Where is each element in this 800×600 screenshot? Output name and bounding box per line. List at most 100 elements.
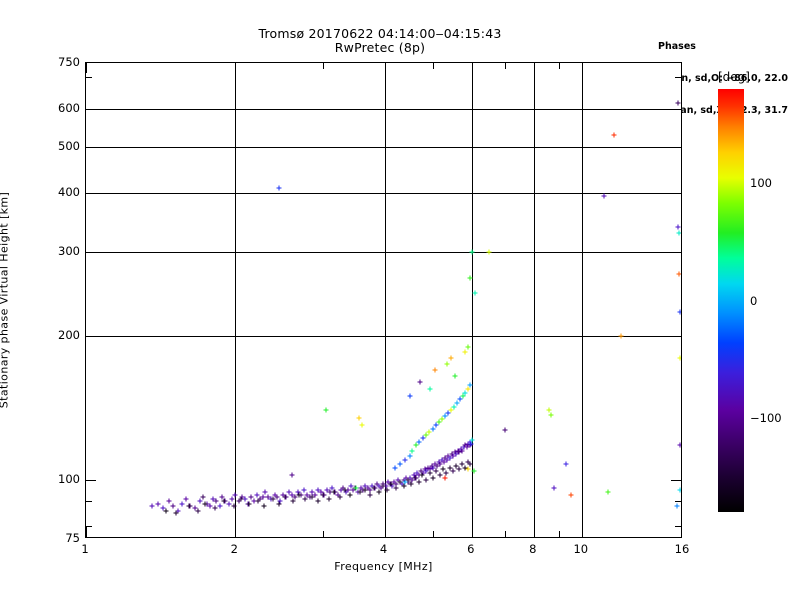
colorbar-tick-label: 100 xyxy=(750,176,772,190)
stats-header: Phases xyxy=(658,41,696,53)
data-point-marker xyxy=(362,483,368,489)
grid-line-horizontal xyxy=(86,146,681,148)
data-point-marker xyxy=(436,419,442,425)
y-tick-label: 200 xyxy=(58,328,80,343)
data-point-marker xyxy=(444,361,450,367)
data-point-marker xyxy=(236,498,241,504)
data-point-marker xyxy=(456,466,462,472)
data-point-marker xyxy=(460,393,466,399)
data-point-marker xyxy=(384,487,390,493)
data-point-marker xyxy=(618,333,624,339)
data-point-marker xyxy=(502,427,508,433)
data-point-marker xyxy=(439,457,445,463)
data-point-marker xyxy=(210,496,216,502)
x-tick-label: 8 xyxy=(529,542,537,556)
data-point-marker xyxy=(219,494,225,500)
data-point-marker xyxy=(248,494,254,500)
data-point-marker xyxy=(462,390,468,396)
data-point-marker xyxy=(674,503,680,509)
x-axis-tick xyxy=(384,63,386,73)
data-point-marker xyxy=(611,132,617,138)
y-axis-tick xyxy=(675,525,681,527)
y-axis-tick xyxy=(86,525,92,527)
data-point-marker xyxy=(445,410,451,416)
data-point-marker xyxy=(465,441,471,447)
data-point-marker xyxy=(407,475,413,480)
data-point-marker xyxy=(315,498,320,504)
data-point-marker xyxy=(407,393,413,399)
data-point-marker xyxy=(459,448,465,454)
data-point-marker xyxy=(380,483,386,489)
x-axis-tick xyxy=(384,527,386,537)
data-point-marker xyxy=(465,386,471,392)
data-point-marker xyxy=(312,492,318,497)
data-point-marker xyxy=(546,407,552,413)
colorbar-gradient xyxy=(718,89,744,512)
data-point-marker xyxy=(238,496,244,502)
data-point-marker xyxy=(456,449,462,455)
data-point-marker xyxy=(408,481,414,487)
data-point-marker xyxy=(453,463,459,468)
data-point-marker xyxy=(290,498,296,504)
data-point-marker xyxy=(422,466,428,472)
data-point-marker xyxy=(335,492,341,497)
data-point-marker xyxy=(432,461,438,467)
data-point-marker xyxy=(440,466,446,472)
y-axis-title: Stationary phase Virtual Height [km] xyxy=(0,191,11,409)
data-point-marker xyxy=(232,492,238,497)
data-point-marker xyxy=(427,470,432,476)
data-point-marker xyxy=(420,435,426,441)
data-point-marker xyxy=(453,451,459,457)
y-axis-tick xyxy=(675,77,681,79)
data-point-marker xyxy=(439,416,445,422)
data-point-marker xyxy=(676,271,681,277)
data-point-marker xyxy=(207,503,213,509)
data-point-marker xyxy=(369,483,375,489)
x-axis-tick xyxy=(533,527,535,537)
data-point-marker xyxy=(289,472,295,478)
data-point-marker xyxy=(257,496,263,502)
data-point-marker xyxy=(272,492,277,497)
data-point-marker xyxy=(242,496,248,502)
data-point-marker xyxy=(416,439,422,445)
data-point-marker xyxy=(605,489,611,495)
data-point-marker xyxy=(442,413,448,419)
plot-area xyxy=(85,62,682,538)
grid-line-vertical xyxy=(384,63,386,537)
grid-line-horizontal xyxy=(86,109,681,111)
data-point-marker xyxy=(420,470,426,476)
y-tick-label: 600 xyxy=(58,101,80,116)
data-point-marker xyxy=(443,470,449,476)
data-point-marker xyxy=(160,505,166,511)
data-point-marker xyxy=(437,461,443,467)
data-point-marker xyxy=(676,230,681,236)
data-point-marker xyxy=(318,489,324,495)
y-axis-tick xyxy=(671,336,681,338)
data-point-marker xyxy=(353,485,359,491)
data-point-marker xyxy=(465,459,471,465)
data-point-marker xyxy=(551,485,557,491)
y-tick-label: 500 xyxy=(58,138,80,153)
x-axis-tick xyxy=(559,531,561,537)
x-axis-tick xyxy=(505,63,506,69)
data-point-marker xyxy=(464,444,470,450)
x-axis-tick xyxy=(471,63,473,73)
data-point-marker xyxy=(301,487,307,493)
grid-line-vertical xyxy=(235,63,237,537)
data-point-marker xyxy=(270,496,276,502)
data-point-marker xyxy=(427,386,433,392)
grid-line-horizontal xyxy=(86,192,681,194)
data-point-marker xyxy=(469,249,475,255)
data-point-marker xyxy=(329,485,335,491)
data-point-marker xyxy=(251,498,257,504)
data-point-marker xyxy=(675,224,681,229)
x-axis-tick xyxy=(432,531,434,537)
x-axis-tick xyxy=(471,527,473,537)
x-axis-tick xyxy=(235,63,237,73)
y-tick-label: 400 xyxy=(58,184,80,199)
data-point-marker xyxy=(304,492,310,497)
data-point-marker xyxy=(378,485,384,491)
data-point-marker xyxy=(277,498,283,504)
data-point-marker xyxy=(340,485,346,491)
grid-line-vertical xyxy=(471,63,473,537)
